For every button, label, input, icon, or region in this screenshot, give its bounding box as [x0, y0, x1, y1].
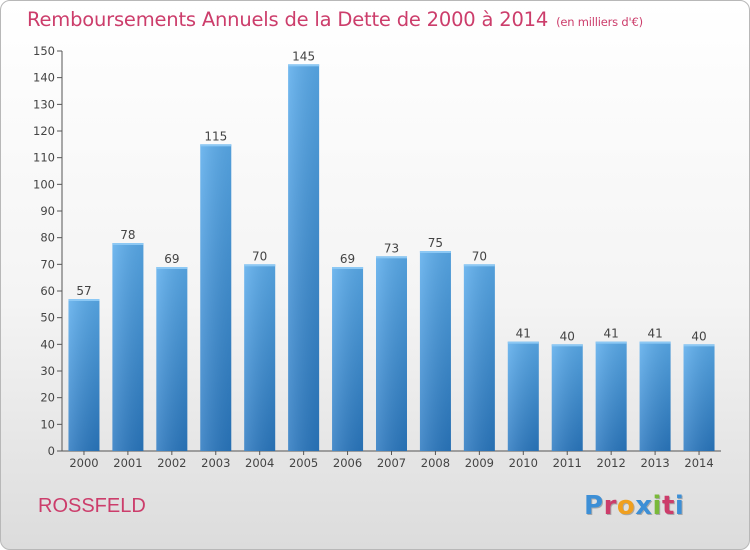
bar-top-edge-2000 [68, 299, 100, 301]
x-tick-label: 2007 [377, 456, 406, 470]
x-tick-label: 2003 [201, 456, 230, 470]
x-tick-label: 2000 [69, 456, 98, 470]
y-tick-label: 10 [40, 417, 55, 431]
bar-top-edge-2002 [156, 267, 188, 269]
bar-value-label: 115 [204, 129, 227, 143]
bar-top-edge-2004 [244, 264, 276, 267]
commune-name: ROSSFELD [38, 495, 146, 517]
x-tick-label: 2004 [245, 456, 274, 470]
bar-shade-2008 [419, 251, 451, 451]
y-tick-label: 140 [33, 71, 55, 85]
y-tick-label: 120 [33, 124, 55, 138]
x-tick-label: 2005 [289, 456, 318, 470]
bar-shade-2005 [288, 64, 320, 452]
x-tick-label: 2010 [509, 456, 538, 470]
chart-title: Remboursements Annuels de la Dette de 20… [27, 8, 643, 31]
y-tick-label: 90 [40, 204, 55, 218]
bar-shade-2010 [507, 341, 539, 451]
chart-x-tick-labels: 2000 2001 2002 2003 2004 2005 2006 2007 2008 2009… [69, 456, 713, 470]
x-tick-label: 2009 [465, 456, 494, 470]
y-tick-label: 70 [40, 257, 55, 271]
x-tick-label: 2006 [333, 456, 362, 470]
bar-top-edge-2008 [419, 251, 451, 253]
chart-bars [68, 64, 715, 452]
x-tick-label: 2013 [640, 456, 669, 470]
bar-value-label: 70 [252, 249, 267, 263]
brand-logo-letter: i [674, 491, 685, 521]
bar-shade-2003 [200, 144, 232, 452]
x-tick-label: 2012 [597, 456, 626, 470]
y-tick-label: 40 [40, 337, 55, 351]
chart-data-labels: 57 78 69 115 70 145 69 73 75 70 41 40 41 41 40 [76, 49, 706, 343]
bar-value-label: 69 [340, 252, 355, 266]
y-tick-label: 50 [40, 311, 55, 325]
brand-logo-letter: P [584, 491, 604, 521]
bar-top-edge-2014 [683, 344, 715, 347]
y-tick-label: 150 [33, 44, 55, 58]
bar-top-edge-2001 [112, 243, 144, 245]
bar-value-label: 73 [384, 241, 399, 255]
bar-shade-2012 [595, 341, 627, 451]
bar-top-edge-2006 [332, 267, 364, 269]
bar-shade-2000 [68, 299, 100, 451]
bar-top-edge-2013 [639, 341, 671, 344]
bar-top-edge-2009 [463, 264, 495, 267]
bar-value-label: 69 [164, 252, 179, 266]
bar-shade-2004 [244, 264, 276, 451]
brand-logo-letter: x [635, 491, 653, 521]
brand-logo-letter: t [661, 491, 675, 521]
bar-top-edge-2010 [507, 341, 539, 344]
bar-shade-2006 [332, 267, 364, 451]
y-tick-label: 0 [48, 444, 55, 458]
bar-top-edge-2003 [200, 144, 232, 147]
bar-shade-2013 [639, 341, 671, 451]
bar-top-edge-2007 [376, 256, 407, 259]
brand-logo[interactable]: Proxiti [584, 491, 684, 521]
brand-logo-letter: r [603, 491, 617, 521]
bar-value-label: 41 [604, 327, 619, 341]
chart-y-tick-labels: 0 10 20 30 40 50 60 70 80 90 100 110 120 130 140 150 [33, 44, 55, 458]
y-tick-label: 60 [40, 284, 55, 298]
chart-unit-note: (en milliers d'€) [556, 15, 643, 29]
bar-value-label: 75 [428, 236, 443, 250]
y-tick-label: 100 [33, 177, 55, 191]
bar-top-edge-2005 [288, 64, 320, 67]
bar-value-label: 40 [691, 329, 706, 343]
x-tick-label: 2002 [157, 456, 186, 470]
bar-shade-2001 [112, 243, 144, 451]
x-tick-label: 2011 [553, 456, 582, 470]
brand-logo-letter: o [616, 491, 636, 521]
bar-value-label: 57 [76, 284, 91, 298]
bar-value-label: 70 [472, 249, 487, 263]
bar-shade-2002 [156, 267, 188, 451]
bar-value-label: 41 [647, 327, 662, 341]
x-tick-label: 2001 [113, 456, 142, 470]
bar-value-label: 145 [292, 49, 315, 63]
y-tick-label: 20 [40, 391, 55, 405]
brand-logo-letter: i [652, 491, 662, 521]
y-tick-label: 110 [33, 151, 55, 165]
bar-top-edge-2011 [551, 344, 583, 347]
bar-top-edge-2012 [595, 341, 627, 344]
bar-shade-2011 [551, 344, 583, 451]
bar-shade-2014 [683, 344, 715, 451]
y-tick-label: 30 [40, 364, 55, 378]
chart-title-text: Remboursements Annuels de la Dette de 20… [27, 8, 549, 31]
x-tick-label: 2008 [421, 456, 450, 470]
bar-value-label: 78 [120, 228, 135, 242]
y-tick-label: 80 [40, 231, 55, 245]
x-tick-label: 2014 [684, 456, 713, 470]
bar-value-label: 40 [560, 329, 575, 343]
y-tick-label: 130 [33, 97, 55, 111]
bar-shade-2007 [376, 256, 407, 451]
bar-value-label: 41 [516, 327, 531, 341]
bar-shade-2009 [463, 264, 495, 451]
